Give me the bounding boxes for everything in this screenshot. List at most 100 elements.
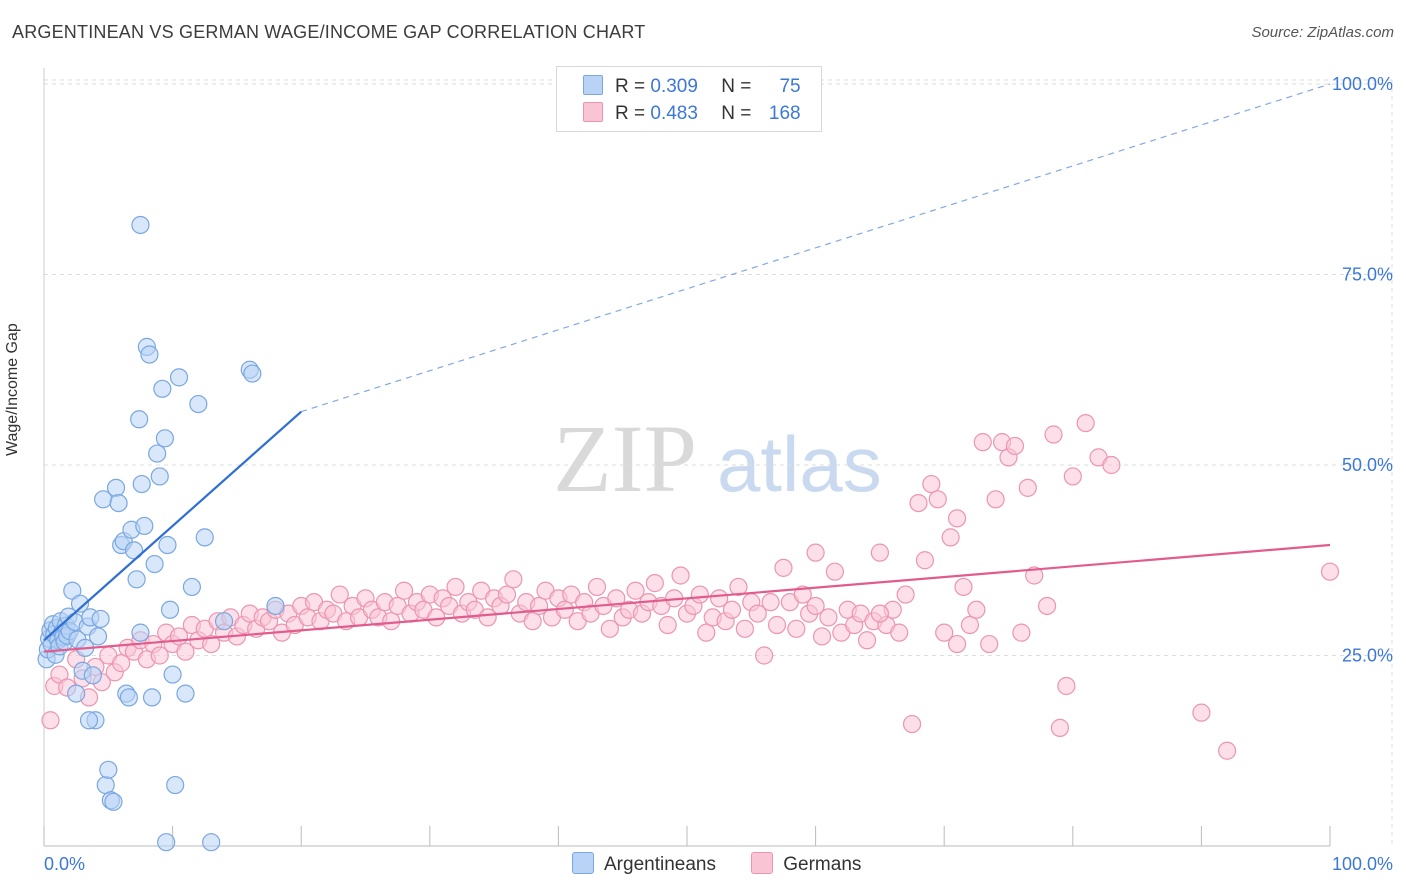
germans-point: [729, 577, 748, 597]
germans-point: [967, 600, 986, 619]
argentineans-point: [266, 596, 285, 616]
legend-swatch-germans: [751, 852, 774, 874]
germans-point: [1044, 425, 1063, 444]
x-tick-label-max: 100.0%: [1332, 854, 1393, 874]
germans-point: [825, 562, 844, 581]
argentineans-point: [67, 684, 86, 703]
argentineans-point: [153, 379, 172, 398]
germans-point: [600, 619, 619, 638]
argentineans-point: [104, 792, 123, 811]
legend-n-value: 75: [779, 76, 801, 97]
argentineans-point: [160, 600, 180, 619]
germans-point: [819, 608, 838, 627]
germans-point: [870, 604, 890, 623]
germans-point: [806, 596, 825, 616]
germans-point: [767, 615, 787, 635]
argentineans-point: [70, 594, 90, 613]
germans-point: [587, 577, 607, 597]
germans-point: [1037, 596, 1057, 616]
germans-point: [710, 589, 729, 608]
legend-swatch-germans: [583, 102, 603, 122]
germans-point: [793, 585, 812, 604]
series-legend-germans[interactable]: Germans: [751, 852, 861, 876]
x-tick-label-min: 0.0%: [44, 854, 85, 874]
y-tick-label: 100.0%: [1332, 74, 1393, 94]
y-tick-labels: 25.0% 50.0% 75.0% 100.0%: [1332, 74, 1393, 666]
germans-point: [941, 528, 960, 547]
germans-point: [774, 558, 793, 577]
argentineans-point: [148, 444, 167, 463]
germans-point: [954, 577, 973, 597]
germans-point: [870, 543, 890, 562]
germans-point: [330, 585, 349, 604]
germans-point: [1218, 741, 1237, 760]
germans-point: [806, 543, 825, 562]
germans-point: [1057, 676, 1076, 696]
germans-point: [915, 551, 935, 570]
germans-point: [890, 623, 909, 642]
argentineans-point: [150, 467, 169, 486]
germans-point: [748, 604, 767, 623]
trend-lines: [43, 83, 1331, 653]
series-name-argentineans: Argentineans: [604, 854, 716, 875]
germans-point: [947, 509, 967, 528]
argentineans-point: [182, 577, 201, 597]
argentineans-point: [140, 345, 159, 364]
germans-point: [1102, 455, 1121, 475]
argentineans-trend-extension: [301, 83, 1331, 413]
series-legend: Argentineans Germans: [572, 852, 891, 876]
germans-point: [909, 494, 928, 513]
germans-point: [112, 654, 131, 673]
argentineans-point: [176, 684, 195, 703]
argentineans-point: [202, 833, 221, 852]
germans-point: [697, 623, 716, 642]
germans-point: [1050, 718, 1070, 737]
germans-point: [478, 608, 497, 627]
germans-point: [497, 585, 517, 604]
argentineans-points: [37, 215, 285, 852]
argentineans-point: [189, 394, 208, 414]
y-tick-label: 50.0%: [1342, 455, 1393, 475]
germans-point: [658, 615, 677, 635]
germans-point: [973, 433, 992, 452]
germans-point: [1025, 566, 1044, 585]
germans-point: [761, 593, 780, 612]
germans-point: [947, 634, 967, 654]
argentineans-point: [99, 760, 118, 779]
argentineans-point: [96, 775, 115, 795]
y-tick-label: 25.0%: [1342, 646, 1393, 666]
legend-r-value: 0.483: [650, 103, 698, 124]
argentineans-point: [157, 833, 176, 852]
watermark: ZIP atlas: [553, 405, 882, 512]
germans-point: [150, 646, 169, 665]
argentineans-point: [88, 627, 108, 646]
series-name-germans: Germans: [783, 854, 862, 875]
argentineans-point: [135, 516, 154, 536]
watermark-atlas: atlas: [717, 420, 882, 508]
legend-swatch-argentineans: [572, 852, 594, 874]
germans-point: [176, 642, 195, 661]
argentineans-point: [166, 775, 185, 795]
legend-r-value: 0.309: [650, 76, 698, 97]
germans-point: [394, 581, 414, 600]
germans-point: [41, 711, 60, 730]
legend-r-label: R =: [615, 76, 646, 97]
germans-point: [671, 566, 690, 585]
germans-point: [645, 574, 664, 593]
germans-point: [523, 612, 542, 631]
argentineans-point: [130, 410, 149, 429]
series-legend-argentineans[interactable]: Argentineans: [572, 852, 716, 876]
argentineans-point: [145, 554, 164, 574]
germans-point: [922, 474, 941, 494]
watermark-zip: ZIP: [553, 405, 697, 512]
germans-point: [812, 627, 832, 646]
legend-r-label: R =: [615, 103, 646, 124]
germans-point: [857, 631, 877, 650]
legend-row-germans: R = 0.483 N = 168: [583, 102, 801, 126]
germans-point: [1018, 478, 1037, 497]
germans-point: [1012, 623, 1031, 642]
germans-point: [896, 585, 915, 604]
germans-point: [690, 585, 709, 604]
legend-n-value: 168: [768, 103, 801, 124]
